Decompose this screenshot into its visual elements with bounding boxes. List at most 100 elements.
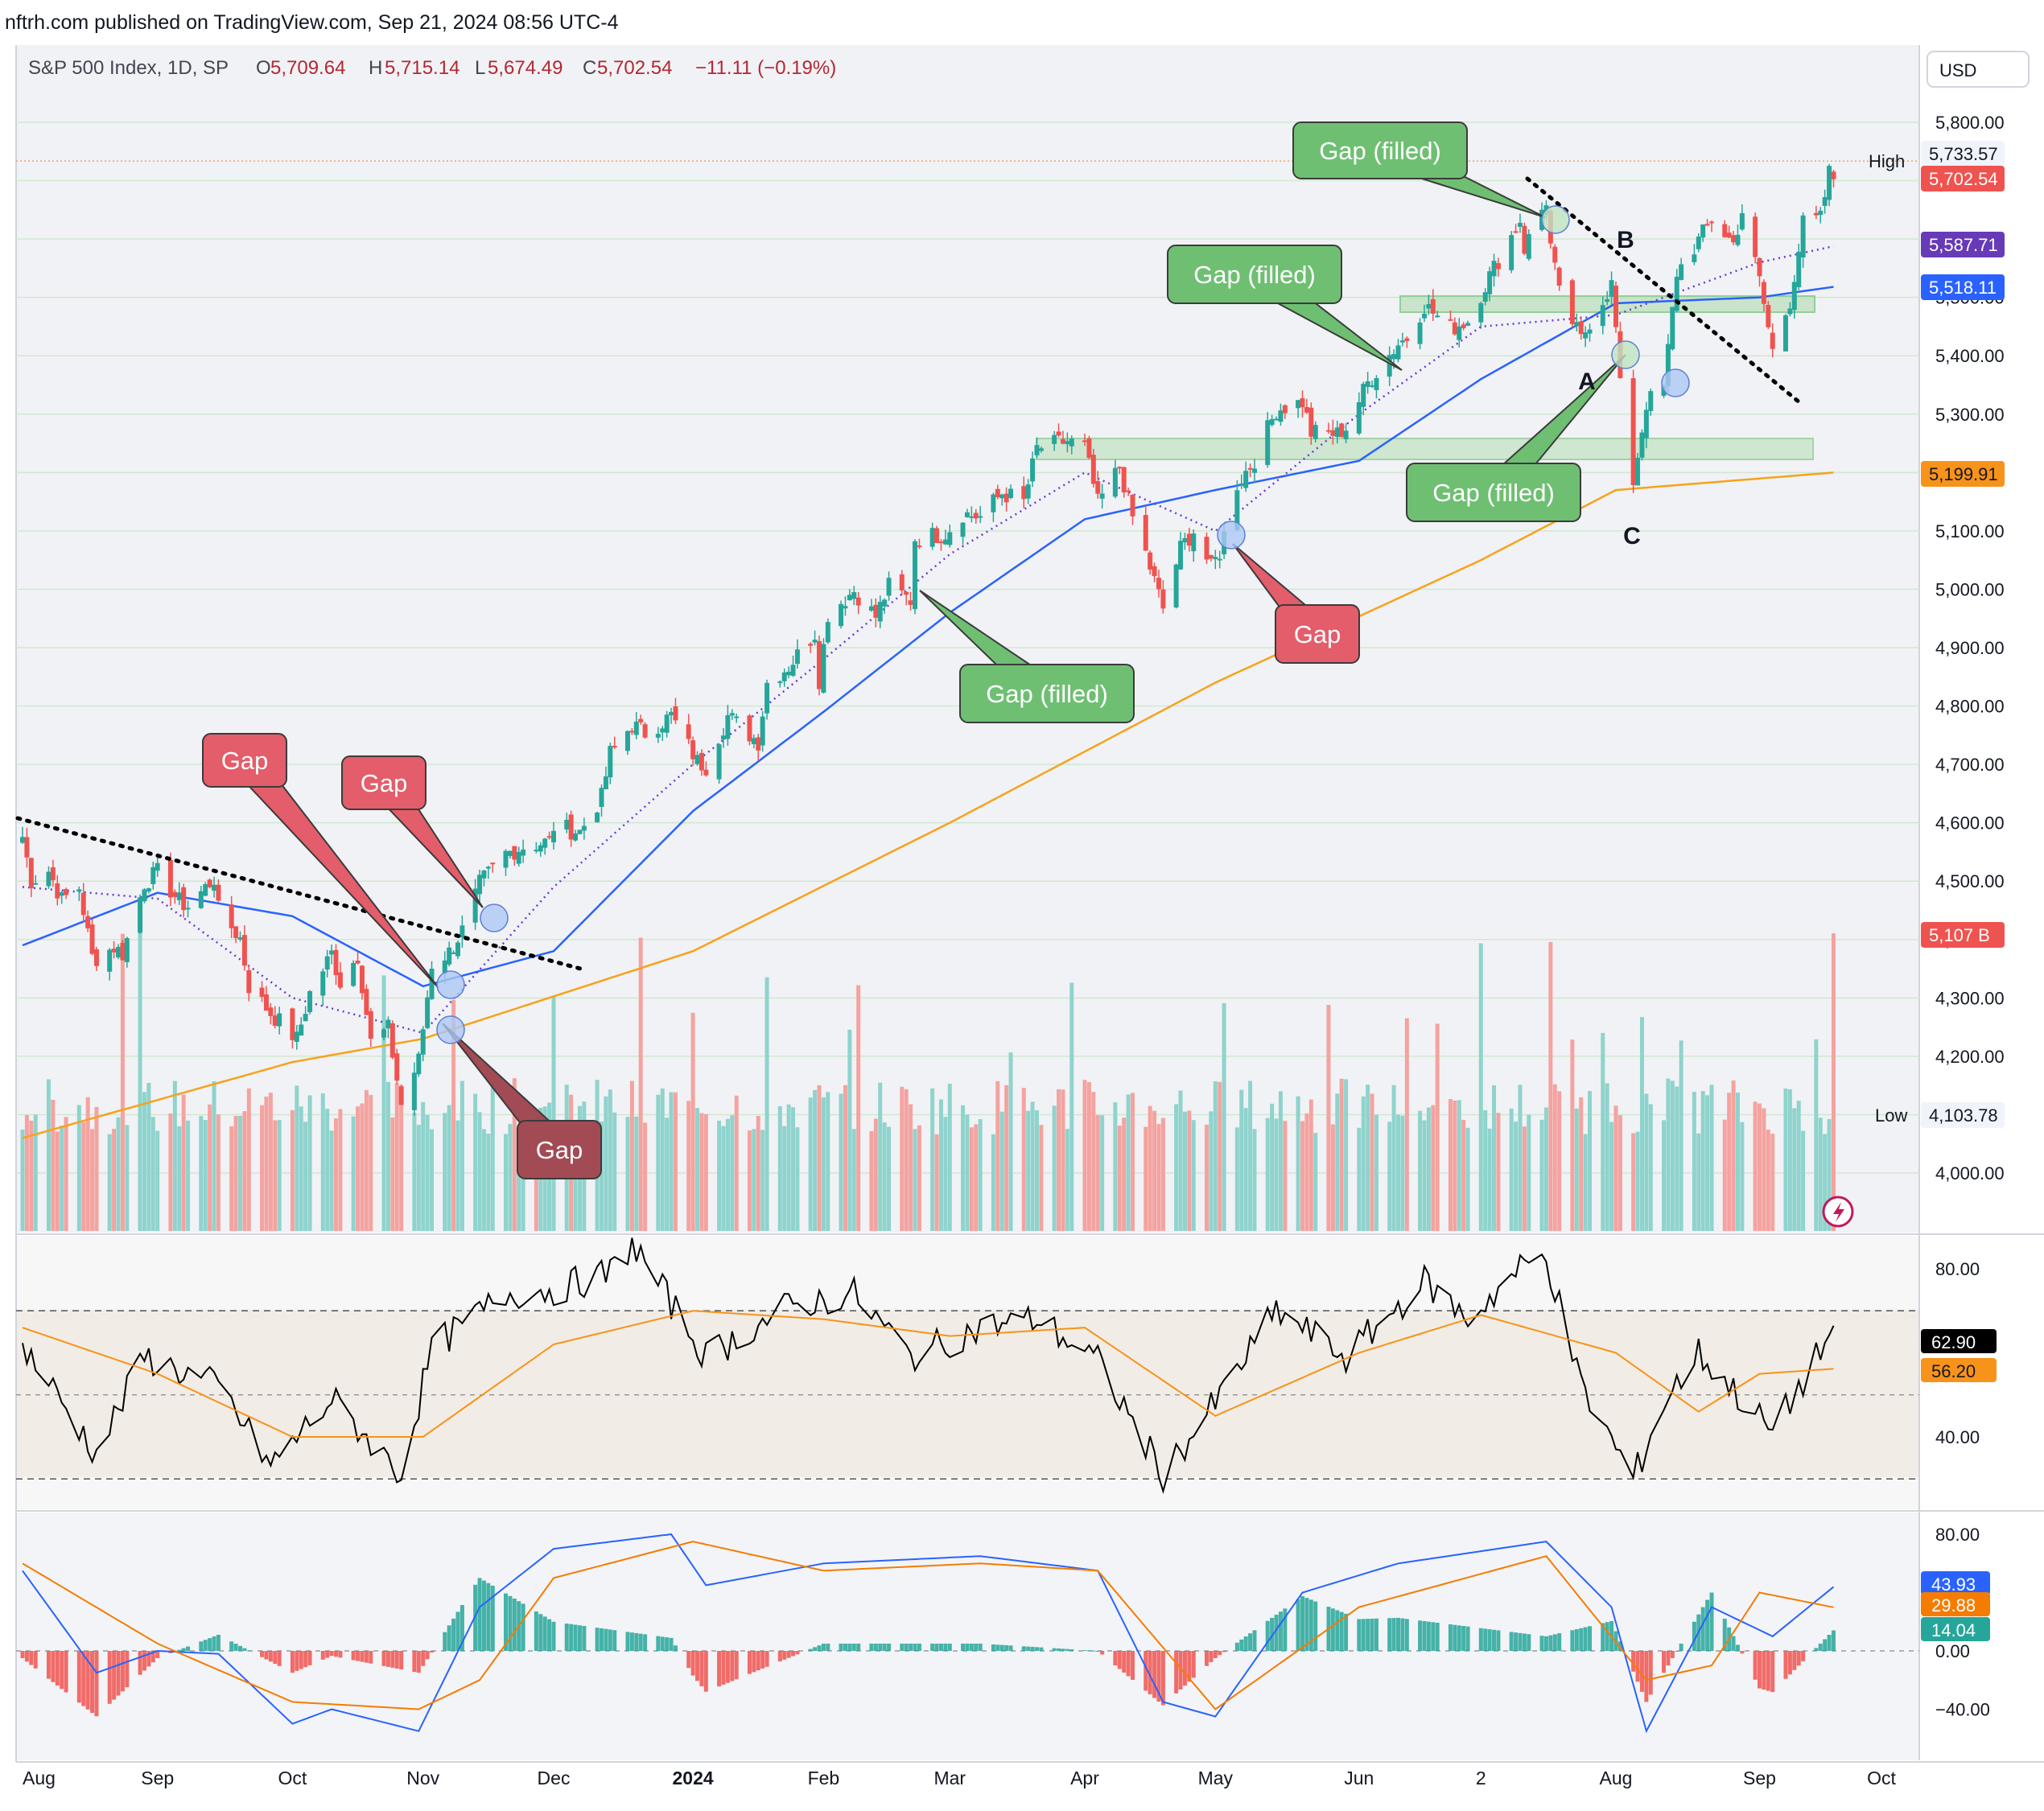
macd-hist-bar <box>1631 1651 1636 1672</box>
macd-hist-bar <box>1783 1651 1788 1679</box>
gap-filled-callout-text: Gap (filled) <box>1432 479 1555 507</box>
macd-hist-bar <box>1709 1592 1714 1651</box>
volume-bar <box>112 1129 117 1231</box>
macd-hist-bar <box>900 1643 905 1651</box>
price-tick: 4,800.00 <box>1935 697 2005 717</box>
candle-body <box>1243 471 1249 488</box>
time-tick: 2024 <box>673 1768 714 1788</box>
candle-body <box>1204 537 1210 560</box>
macd-hist-bar <box>1787 1651 1792 1675</box>
macd-hist-bar <box>307 1651 312 1665</box>
macd-hist-bar <box>1304 1598 1309 1651</box>
legend-high-label: H <box>369 57 382 79</box>
candle-body <box>1709 221 1715 224</box>
candle-body <box>995 488 1000 497</box>
candle-body <box>969 516 975 518</box>
time-tick: Nov <box>406 1768 439 1788</box>
candle-body <box>146 888 151 892</box>
candle-body <box>1330 430 1336 436</box>
macd-hist-bar <box>486 1583 491 1651</box>
candle-body <box>76 889 82 892</box>
volume-bar <box>978 1119 983 1231</box>
candle-body <box>808 644 814 646</box>
candle-body <box>999 494 1005 499</box>
price-tag-close <box>1921 166 2005 191</box>
candle-body <box>699 752 704 771</box>
time-tick: Jun <box>1344 1768 1374 1788</box>
volume-bar <box>961 1105 966 1231</box>
macd-hist-bar <box>421 1651 426 1666</box>
volume-bar <box>412 1113 417 1231</box>
candle-body <box>1173 564 1179 608</box>
candle-body <box>1639 432 1645 458</box>
volume-bar <box>1191 1120 1196 1231</box>
volume-bar <box>51 1100 56 1231</box>
macd-tag-text: 43.93 <box>1931 1574 1976 1595</box>
macd-hist-bar <box>416 1651 421 1673</box>
volume-bar <box>1113 1102 1118 1231</box>
candle-body <box>1578 321 1584 335</box>
candle-body <box>394 1053 400 1081</box>
volume-bar <box>786 1104 791 1231</box>
candle-body <box>516 851 521 864</box>
candle-body <box>429 969 435 999</box>
macd-hist-bar <box>1339 1611 1344 1651</box>
candle-body <box>938 541 944 544</box>
macd-hist-bar <box>1026 1646 1031 1651</box>
volume-bar <box>1762 1108 1766 1231</box>
volume-bar <box>1218 1081 1222 1231</box>
macd-hist-bar <box>721 1651 726 1685</box>
macd-hist-bar <box>534 1611 538 1651</box>
macd-hist-bar <box>930 1643 935 1651</box>
volume-bar <box>1487 1128 1492 1231</box>
candle-body <box>1818 210 1824 216</box>
volume-bar <box>1243 1108 1248 1231</box>
volume-bar <box>817 1085 822 1231</box>
volume-bar <box>1753 1101 1758 1231</box>
volume-bar <box>1335 1093 1340 1231</box>
candle-body <box>1325 430 1331 432</box>
macd-hist-bar <box>826 1643 830 1651</box>
macd-hist-bar <box>1021 1646 1026 1651</box>
volume-bar <box>246 1088 251 1231</box>
volume-bar <box>760 1130 765 1231</box>
volume-bar <box>1783 1089 1788 1231</box>
candle-body <box>1404 338 1410 341</box>
volume-bar <box>887 1126 892 1231</box>
currency-button[interactable]: USD <box>1927 51 2030 88</box>
macd-hist-bar <box>1570 1630 1575 1651</box>
macd-hist-bar <box>869 1643 874 1651</box>
candle-body <box>1121 467 1127 493</box>
macd-hist-bar <box>1335 1610 1340 1651</box>
macd-hist-bar <box>1182 1651 1187 1686</box>
macd-hist-bar <box>1152 1651 1157 1698</box>
volume-bar <box>1265 1117 1270 1231</box>
macd-hist-bar <box>699 1651 704 1687</box>
macd-hist-bar <box>1270 1617 1275 1651</box>
candle-body <box>472 888 478 923</box>
time-axis: Aug Sep Oct Nov Dec 2024 Feb Mar Apr May Jun 2 Aug Se… <box>23 1768 1896 1788</box>
macd-hist-bar <box>1387 1618 1392 1651</box>
macd-hist-bar <box>604 1628 608 1651</box>
candle-body <box>1635 457 1641 486</box>
moving-averages <box>22 245 1834 1139</box>
volume-bar <box>125 1125 130 1231</box>
candle-body <box>1265 420 1271 465</box>
price-tick: 4,700.00 <box>1935 755 2005 775</box>
macd-hist-bar <box>730 1651 735 1681</box>
candle-body <box>608 746 613 778</box>
macd-hist-bar <box>1252 1630 1257 1651</box>
macd-hist-bar <box>1160 1651 1165 1706</box>
macd-hist-bar <box>1635 1651 1640 1682</box>
volume-bar <box>1065 1129 1069 1231</box>
macd-hist-bar <box>1722 1618 1727 1651</box>
macd-hist-bar <box>455 1611 460 1651</box>
volume-bar <box>764 977 769 1231</box>
wave-label-b: B <box>1617 227 1634 253</box>
time-tick: Feb <box>808 1768 840 1788</box>
candle-body <box>664 714 670 733</box>
macd-hist-bar <box>1514 1632 1519 1651</box>
candle-body <box>1399 340 1405 343</box>
lightning-icon[interactable] <box>1822 1196 1854 1228</box>
